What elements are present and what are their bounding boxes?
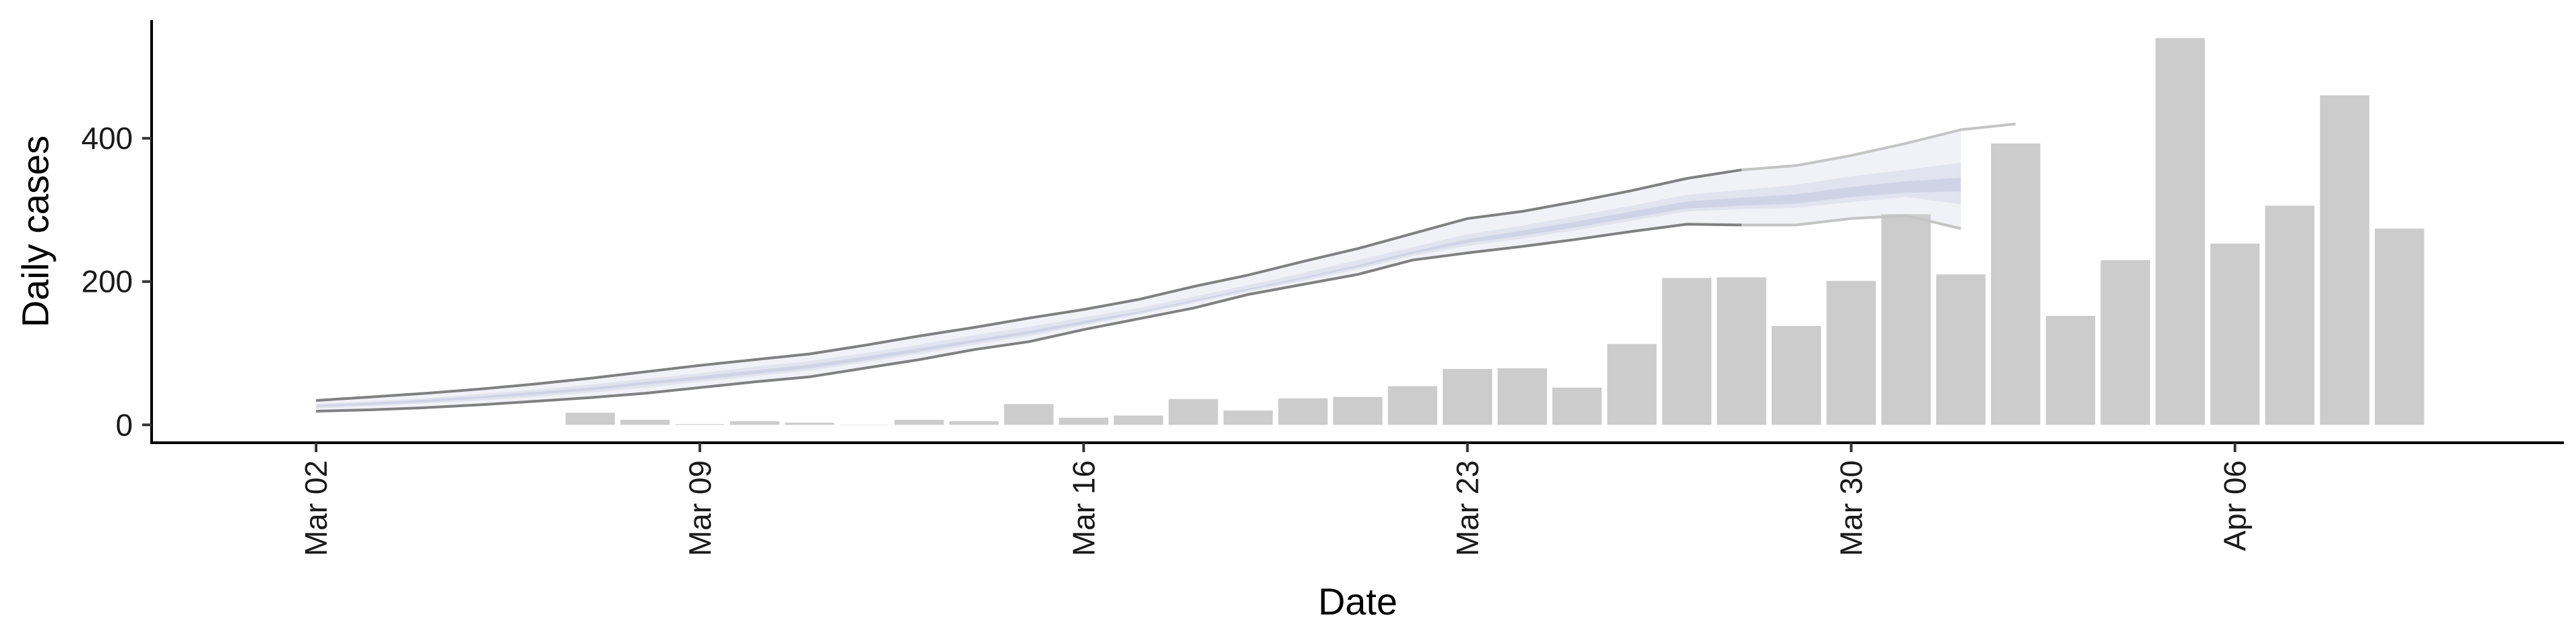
- y-tick-label: 200: [81, 264, 133, 299]
- bar-2020-03-20: [1278, 398, 1328, 425]
- bar-2020-03-21: [1333, 396, 1383, 425]
- bar-2020-03-26: [1607, 343, 1657, 425]
- x-tick-label: Mar 30: [1834, 460, 1869, 556]
- bar-2020-03-10: [730, 421, 780, 425]
- bar-2020-03-19: [1223, 410, 1273, 425]
- y-tick-label: 0: [115, 407, 133, 442]
- bar-2020-04-03: [2045, 316, 2096, 425]
- bar-2020-04-05: [2155, 38, 2205, 425]
- y-tick-label: 400: [81, 121, 133, 156]
- lower-bound-line-tail: [1741, 214, 1962, 230]
- bar-2020-04-04: [2100, 260, 2150, 425]
- estimate-bands: [316, 129, 1962, 411]
- bar-2020-03-30: [1826, 280, 1876, 425]
- bar-2020-03-15: [1004, 404, 1054, 425]
- bar-2020-03-23: [1442, 369, 1493, 425]
- bar-2020-03-09: [675, 424, 725, 425]
- bar-2020-03-22: [1387, 386, 1438, 425]
- estimate-bound-lines: [316, 122, 2016, 413]
- bar-series: [566, 38, 2424, 425]
- bar-2020-03-13: [894, 419, 944, 425]
- x-tick-label: Mar 02: [299, 460, 333, 556]
- y-axis-title: Daily cases: [14, 136, 56, 327]
- band-50: [316, 162, 1962, 409]
- bar-2020-03-31: [1881, 214, 1931, 425]
- x-tick-label: Mar 23: [1450, 460, 1485, 556]
- axes: [150, 20, 2564, 444]
- bar-2020-03-27: [1662, 278, 1712, 425]
- x-axis-ticks: Mar 02 Mar 09 Mar 16 Mar 23 Mar 30 Apr 06: [299, 443, 2253, 556]
- bar-2020-03-16: [1059, 417, 1109, 425]
- bar-2020-03-17: [1114, 415, 1163, 425]
- x-tick-label: Mar 16: [1066, 460, 1101, 556]
- bar-2020-03-24: [1497, 368, 1547, 425]
- x-tick-label: Apr 06: [2218, 460, 2253, 551]
- x-axis-title: Date: [1318, 580, 1397, 623]
- upper-bound-line-tail: [1741, 122, 2016, 172]
- bar-2020-04-02: [1990, 143, 2041, 425]
- bar-2020-04-08: [2320, 95, 2369, 425]
- bar-2020-04-01: [1936, 274, 1986, 425]
- bar-2020-04-07: [2265, 205, 2315, 425]
- bar-2020-04-06: [2210, 244, 2260, 425]
- y-axis-ticks: 0 200 400: [81, 121, 152, 442]
- bar-2020-03-28: [1717, 277, 1766, 425]
- bar-2020-03-08: [620, 419, 670, 425]
- band-90: [316, 129, 1962, 411]
- bar-2020-04-09: [2375, 228, 2424, 425]
- bar-2020-03-14: [949, 421, 999, 425]
- bar-2020-03-11: [784, 423, 835, 425]
- x-tick-label: Mar 09: [682, 460, 717, 556]
- band-20: [316, 177, 1962, 407]
- bar-2020-03-07: [566, 413, 615, 425]
- bar-2020-03-18: [1169, 398, 1218, 425]
- bar-2020-03-29: [1772, 325, 1821, 425]
- bar-2020-03-25: [1552, 387, 1602, 425]
- upper-bound-line: [316, 168, 1742, 402]
- lower-bound-line: [316, 223, 1742, 413]
